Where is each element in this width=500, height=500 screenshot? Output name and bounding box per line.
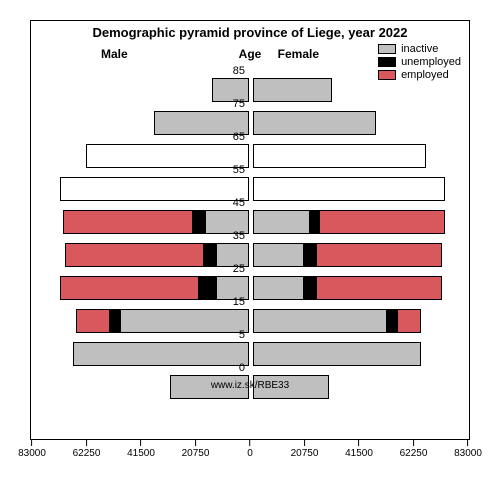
x-tick-label: 0 [247, 448, 253, 459]
legend-item: inactive [378, 43, 461, 55]
age-tick-label: 85 [31, 65, 467, 77]
x-tick-label: 83000 [18, 448, 46, 459]
age-tick-label: 35 [31, 230, 467, 242]
x-tick: 62250 [73, 440, 101, 459]
age-tick-label: 65 [31, 131, 467, 143]
x-tick: 20750 [182, 440, 210, 459]
x-tick-label: 41500 [127, 448, 155, 459]
source-text: www.iz.sk/RBE33 [31, 380, 469, 391]
x-tick: 0 [247, 440, 253, 459]
x-tick-mark [468, 440, 469, 446]
female-label: Female [278, 47, 319, 61]
x-tick-mark [32, 440, 33, 446]
x-tick-mark [86, 440, 87, 446]
x-tick: 41500 [127, 440, 155, 459]
x-tick-label: 41500 [345, 448, 373, 459]
age-tick-label: 75 [31, 98, 467, 110]
x-tick-label: 20750 [182, 448, 210, 459]
x-tick: 20750 [291, 440, 319, 459]
age-tick-label: 0 [31, 362, 467, 374]
x-tick: 83000 [18, 440, 46, 459]
x-tick-mark [413, 440, 414, 446]
plot-area: 85 75 65 55 45 35 25 15 5 0 [31, 66, 471, 416]
age-tick-label: 55 [31, 164, 467, 176]
chart-area: Demographic pyramid province of Liege, y… [30, 20, 470, 440]
age-tick-label: 5 [31, 329, 467, 341]
x-tick: 62250 [400, 440, 428, 459]
legend-swatch [378, 44, 396, 54]
age-tick-label: 45 [31, 197, 467, 209]
age-tick-label: 25 [31, 263, 467, 275]
x-tick-mark [250, 440, 251, 446]
x-tick-label: 83000 [454, 448, 482, 459]
x-tick-label: 62250 [400, 448, 428, 459]
x-tick-label: 62250 [73, 448, 101, 459]
legend-label: inactive [401, 43, 438, 55]
pyramid-chart-container: Demographic pyramid province of Liege, y… [0, 0, 500, 500]
x-tick-mark [195, 440, 196, 446]
x-tick-mark [304, 440, 305, 446]
age-tick-label: 15 [31, 296, 467, 308]
x-tick: 41500 [345, 440, 373, 459]
x-axis: 8300062250415002075002075041500622508300… [30, 440, 470, 470]
x-tick-mark [141, 440, 142, 446]
x-tick-label: 20750 [291, 448, 319, 459]
x-tick-mark [359, 440, 360, 446]
chart-title: Demographic pyramid province of Liege, y… [31, 25, 469, 40]
x-tick: 83000 [454, 440, 482, 459]
